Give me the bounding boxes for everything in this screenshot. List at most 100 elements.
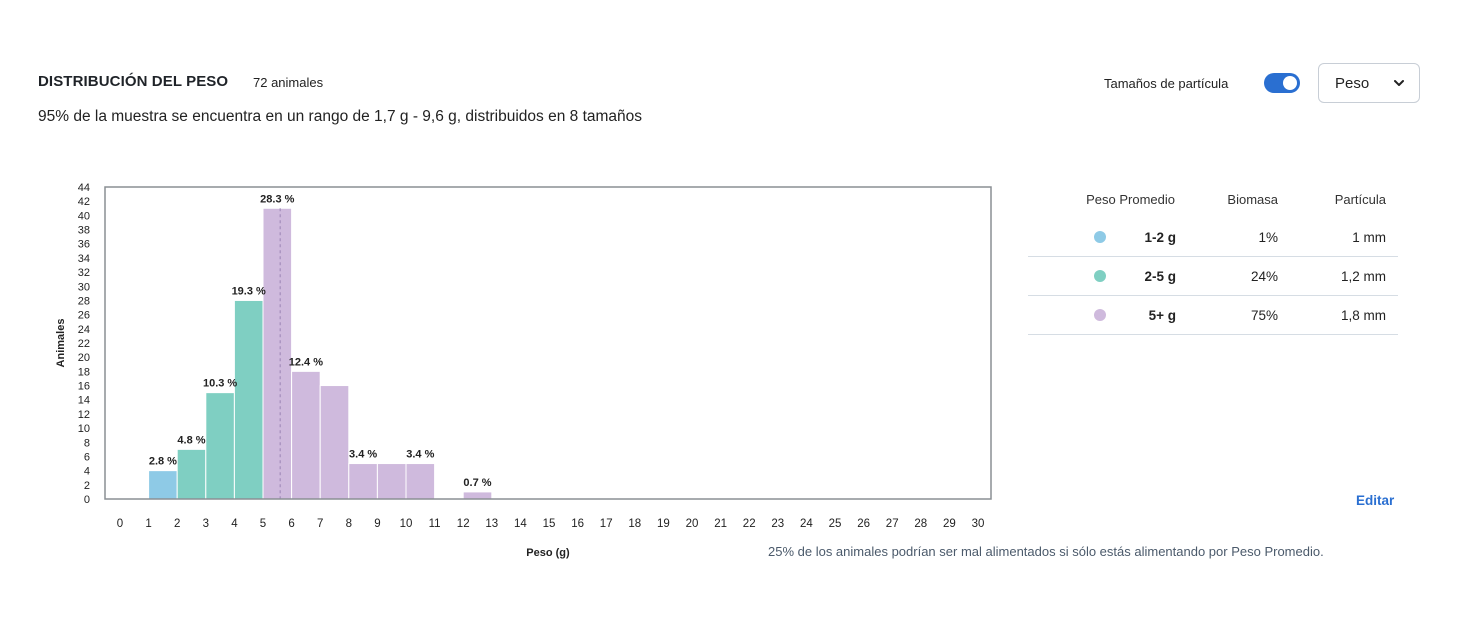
x-tick-label: 19 (657, 518, 670, 530)
bar-percent-label: 10.3 % (203, 378, 237, 390)
histogram-bar (176, 448, 207, 500)
y-tick-label: 0 (84, 494, 90, 506)
y-tick-label: 44 (78, 182, 90, 194)
x-tick-label: 15 (543, 518, 556, 530)
header-biomass: Biomasa (1227, 192, 1278, 207)
y-tick-label: 42 (78, 196, 90, 208)
y-tick-label: 20 (78, 352, 90, 364)
weight-distribution-chart: 0246810121416182022242628303234363840424… (55, 182, 992, 559)
bar-percent-label: 2.8 % (149, 456, 177, 468)
y-tick-label: 34 (78, 253, 90, 265)
plot-frame (104, 186, 992, 500)
histogram-bar (205, 392, 235, 500)
table-row: 2-5 g 24% 1,2 mm (1028, 257, 1398, 296)
x-tick-label: 21 (714, 518, 727, 530)
x-tick-label: 11 (429, 518, 441, 530)
y-tick-label: 2 (84, 480, 90, 492)
x-tick-label: 26 (857, 518, 870, 530)
metric-select-value: Peso (1335, 75, 1370, 92)
histogram-bar (291, 370, 321, 500)
section-title: DISTRIBUCIÓN DEL PESO (38, 73, 229, 90)
bar-percent-label: 12.4 % (289, 356, 323, 368)
bar-percent-label: 0.7 % (463, 477, 491, 489)
color-dot (1094, 309, 1106, 321)
x-tick-label: 0 (117, 518, 123, 530)
color-dot (1094, 270, 1106, 282)
x-tick-label: 22 (743, 518, 756, 530)
y-tick-label: 8 (84, 437, 90, 449)
histogram-bar (376, 463, 407, 500)
x-tick-label: 7 (317, 518, 323, 530)
histogram-bar (148, 470, 178, 500)
bar-percent-label: 3.4 % (349, 449, 377, 461)
header-particle: Partícula (1334, 192, 1386, 207)
histogram-bar (262, 207, 293, 500)
edit-link[interactable]: Editar (1356, 493, 1395, 508)
color-dot (1094, 231, 1106, 243)
distribution-summary: 95% de la muestra se encuentra en un ran… (38, 108, 643, 125)
y-tick-label: 24 (78, 324, 90, 336)
toggle-knob (1283, 76, 1297, 90)
histogram-bar (405, 463, 436, 500)
x-axis-label: Peso (g) (526, 547, 570, 559)
row-range: 1-2 g (1144, 230, 1176, 245)
animal-count: 72 animales (253, 75, 324, 90)
x-tick-label: 2 (174, 518, 180, 530)
y-tick-label: 6 (84, 451, 90, 463)
x-tick-label: 23 (771, 518, 784, 530)
x-tick-label: 27 (886, 518, 899, 530)
histogram-bar (348, 463, 378, 500)
x-tick-label: 18 (628, 518, 641, 530)
row-particle: 1,8 mm (1340, 308, 1386, 323)
metric-select[interactable]: Peso (1318, 63, 1420, 103)
x-tick-label: 4 (231, 518, 238, 530)
histogram-bar (319, 385, 350, 500)
feeding-footnote: 25% de los animales podrían ser mal alim… (768, 544, 1324, 559)
y-tick-label: 36 (78, 239, 90, 251)
bar-percent-label: 4.8 % (177, 434, 205, 446)
x-tick-label: 1 (145, 518, 151, 530)
chevron-down-icon (1393, 74, 1405, 97)
particle-size-toggle-label: Tamaños de partícula (1104, 76, 1229, 91)
x-tick-label: 12 (457, 518, 470, 530)
bar-percent-label: 3.4 % (406, 449, 434, 461)
x-tick-label: 5 (260, 518, 266, 530)
y-tick-label: 10 (78, 423, 90, 435)
x-tick-label: 16 (571, 518, 584, 530)
x-tick-label: 3 (203, 518, 209, 530)
x-tick-label: 17 (600, 518, 613, 530)
row-particle: 1 mm (1352, 230, 1386, 245)
row-biomass: 24% (1250, 269, 1278, 284)
y-tick-label: 4 (84, 466, 90, 478)
x-tick-label: 28 (914, 518, 927, 530)
y-tick-label: 14 (78, 395, 90, 407)
row-particle: 1,2 mm (1340, 269, 1386, 284)
y-tick-label: 16 (78, 381, 90, 393)
header-avg-weight: Peso Promedio (1086, 192, 1175, 207)
particle-size-table: Peso Promedio Biomasa Partícula 1-2 g 1%… (1028, 180, 1398, 335)
histogram-bar (233, 299, 264, 500)
row-biomass: 1% (1258, 230, 1278, 245)
x-tick-label: 9 (374, 518, 380, 530)
y-axis-label: Animales (55, 319, 67, 368)
y-tick-label: 30 (78, 281, 90, 293)
y-tick-label: 22 (78, 338, 90, 350)
bar-percent-label: 19.3 % (232, 285, 266, 297)
x-tick-label: 13 (485, 518, 498, 530)
particle-size-toggle[interactable] (1264, 73, 1300, 93)
y-tick-label: 26 (78, 310, 90, 322)
bar-percent-label: 28.3 % (260, 193, 294, 205)
table-header: Peso Promedio Biomasa Partícula (1028, 180, 1398, 218)
y-tick-label: 32 (78, 267, 90, 279)
x-tick-label: 20 (686, 518, 699, 530)
y-tick-label: 12 (78, 409, 90, 421)
y-tick-label: 38 (78, 225, 90, 237)
y-tick-label: 40 (78, 210, 90, 222)
x-tick-label: 8 (346, 518, 352, 530)
y-tick-label: 28 (78, 295, 90, 307)
row-range: 2-5 g (1144, 269, 1176, 284)
row-range: 5+ g (1148, 308, 1176, 323)
x-tick-label: 6 (288, 518, 294, 530)
histogram-bar (462, 491, 493, 500)
x-tick-label: 30 (972, 518, 985, 530)
